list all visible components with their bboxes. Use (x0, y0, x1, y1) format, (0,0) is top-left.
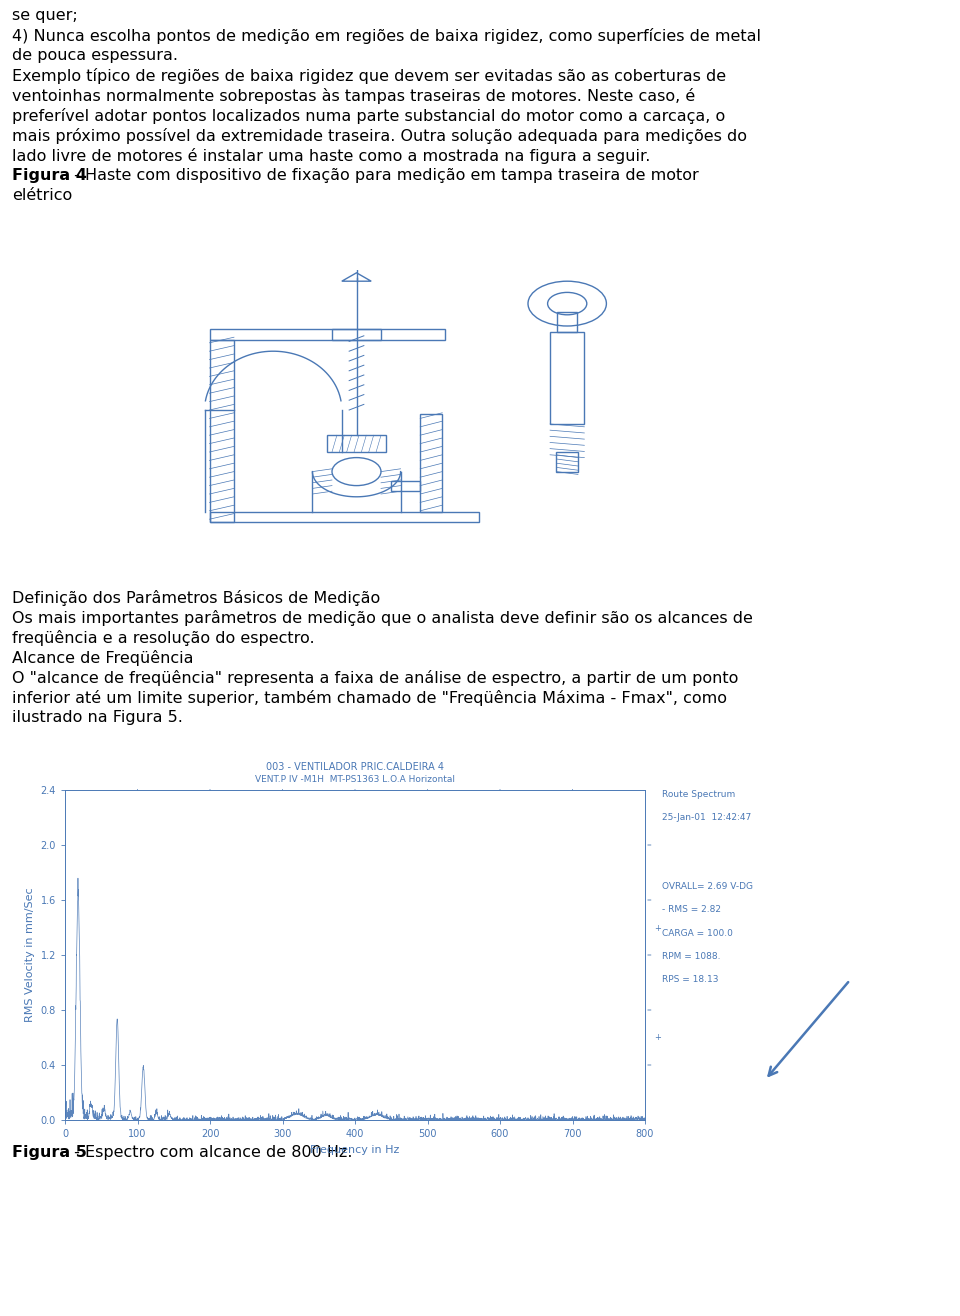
Bar (420, 415, 443, 512)
Text: 4) Nunca escolha pontos de medição em regiões de baixa rigidez, como superfícies: 4) Nunca escolha pontos de medição em re… (12, 28, 761, 43)
Text: elétrico: elétrico (12, 188, 72, 203)
Text: Definição dos Parâmetros Básicos de Medição: Definição dos Parâmetros Básicos de Medi… (12, 590, 380, 605)
Text: freqüência e a resolução do espectro.: freqüência e a resolução do espectro. (12, 630, 315, 646)
Bar (391, 482, 420, 491)
Text: Exemplo típico de regiões de baixa rigidez que devem ser evitadas são as cobertu: Exemplo típico de regiões de baixa rigid… (12, 68, 726, 84)
Text: Os mais importantes parâmetros de medição que o analista deve definir são os alc: Os mais importantes parâmetros de mediçã… (12, 611, 753, 626)
Y-axis label: RMS Velocity in mm/Sec: RMS Velocity in mm/Sec (25, 888, 36, 1023)
Text: O "alcance de freqüência" representa a faixa de análise de espectro, a partir de: O "alcance de freqüência" representa a f… (12, 670, 738, 686)
X-axis label: Frequency in Hz: Frequency in Hz (310, 1145, 399, 1154)
Text: Figura 5: Figura 5 (12, 1145, 86, 1159)
Text: Route Spectrum: Route Spectrum (662, 790, 735, 799)
Bar (209, 340, 234, 522)
Bar (209, 329, 444, 340)
Text: lado livre de motores é instalar uma haste como a mostrada na figura a seguir.: lado livre de motores é instalar uma has… (12, 147, 650, 164)
Text: +: + (654, 924, 660, 933)
Bar (550, 332, 585, 424)
Text: RPM = 1088.: RPM = 1088. (662, 951, 721, 961)
Text: OVRALL= 2.69 V-DG: OVRALL= 2.69 V-DG (662, 883, 754, 891)
Text: +: + (654, 1033, 660, 1042)
Text: se quer;: se quer; (12, 8, 78, 22)
Bar (557, 451, 578, 471)
Text: CARGA = 100.0: CARGA = 100.0 (662, 929, 733, 937)
Text: - Espectro com alcance de 800 Hz.: - Espectro com alcance de 800 Hz. (69, 1145, 352, 1159)
Text: - RMS = 2.82: - RMS = 2.82 (662, 905, 721, 915)
Text: VENT.P IV -M1H  MT-PS1363 L.O.A Horizontal: VENT.P IV -M1H MT-PS1363 L.O.A Horizonta… (255, 775, 455, 784)
Text: Figura 4: Figura 4 (12, 168, 86, 183)
Bar (558, 312, 577, 332)
Text: RPS = 18.13: RPS = 18.13 (662, 975, 719, 984)
Text: Alcance de Freqüência: Alcance de Freqüência (12, 650, 194, 666)
Text: ventoinhas normalmente sobrepostas às tampas traseiras de motores. Neste caso, é: ventoinhas normalmente sobrepostas às ta… (12, 88, 695, 104)
Bar (327, 436, 386, 451)
Bar (209, 512, 479, 522)
Text: - Haste com dispositivo de fixação para medição em tampa traseira de motor: - Haste com dispositivo de fixação para … (69, 168, 699, 183)
Text: mais próximo possível da extremidade traseira. Outra solução adequada para mediç: mais próximo possível da extremidade tra… (12, 128, 747, 143)
Text: 003 - VENTILADOR PRIC.CALDEIRA 4: 003 - VENTILADOR PRIC.CALDEIRA 4 (266, 762, 444, 772)
Text: 25-Jan-01  12:42:47: 25-Jan-01 12:42:47 (662, 813, 752, 822)
Text: de pouca espessura.: de pouca espessura. (12, 47, 178, 63)
Text: preferível adotar pontos localizados numa parte substancial do motor como a carc: preferível adotar pontos localizados num… (12, 108, 725, 124)
Bar (332, 329, 381, 340)
Text: inferior até um limite superior, também chamado de "Freqüência Máxima - Fmax", c: inferior até um limite superior, também … (12, 690, 727, 705)
Text: ilustrado na Figura 5.: ilustrado na Figura 5. (12, 711, 182, 725)
